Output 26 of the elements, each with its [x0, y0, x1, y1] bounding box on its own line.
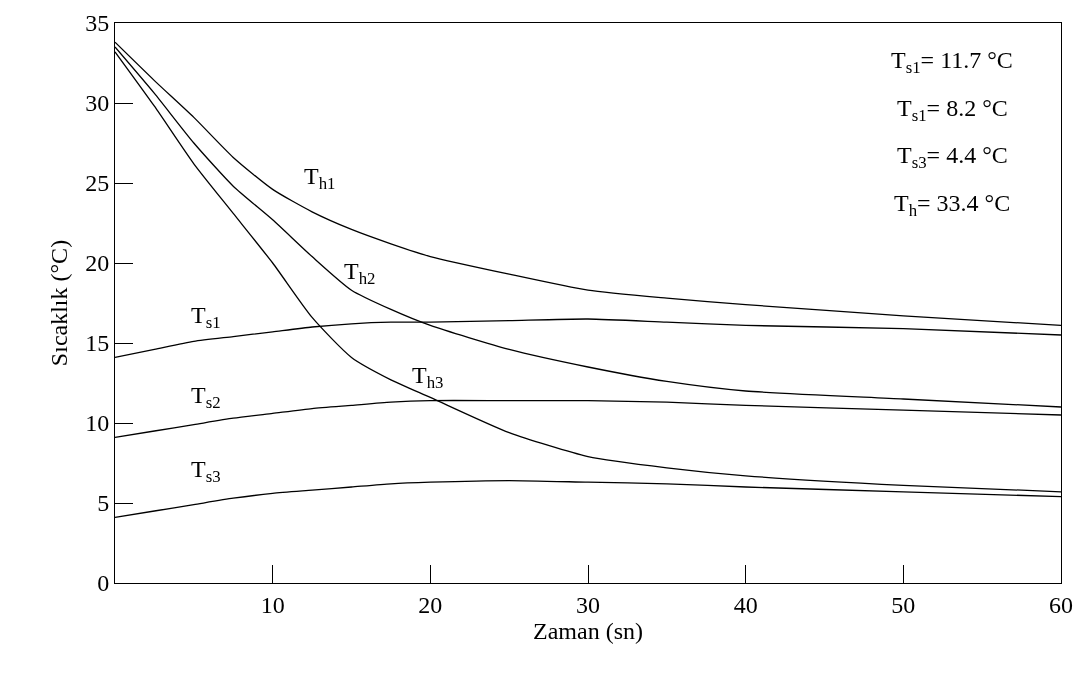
y-tick-label: 30 [85, 90, 110, 117]
x-tick-label: 40 [733, 591, 758, 618]
y-tick-label: 15 [85, 330, 110, 357]
series-label: T$_{s1}$ [191, 302, 221, 333]
annotation: T$_{s1}$= 11.7 °C [891, 47, 1013, 78]
series-label: T$_{h1}$ [304, 163, 336, 194]
series-label: T$_{s3}$ [191, 456, 221, 487]
x-tick-label: 30 [576, 591, 600, 618]
series-label: T$_{h3}$ [412, 362, 444, 393]
y-tick-label: 10 [85, 410, 110, 437]
x-tick-label: 60 [1049, 591, 1073, 618]
annotation: T$_{s3}$= 4.4 °C [897, 142, 1008, 173]
annotation: T$_{s1}$= 8.2 °C [897, 95, 1008, 126]
y-tick-label: 35 [85, 10, 110, 37]
x-tick-label: 20 [418, 591, 443, 618]
x-axis-title: Zaman (sn) [533, 617, 643, 644]
series-label: T$_{s2}$ [191, 382, 221, 413]
x-tick-label: 10 [260, 591, 285, 618]
y-tick-label: 5 [97, 490, 110, 517]
y-tick-label: 0 [97, 570, 110, 597]
x-tick-label: 50 [891, 591, 916, 618]
y-tick-label: 25 [85, 170, 110, 197]
annotation: T$_{h}$= 33.4 °C [894, 190, 1011, 221]
y-axis-title: Sıcaklık (°C) [46, 239, 73, 367]
series-label: T$_{h2}$ [344, 258, 376, 289]
y-tick-label: 20 [85, 250, 110, 277]
